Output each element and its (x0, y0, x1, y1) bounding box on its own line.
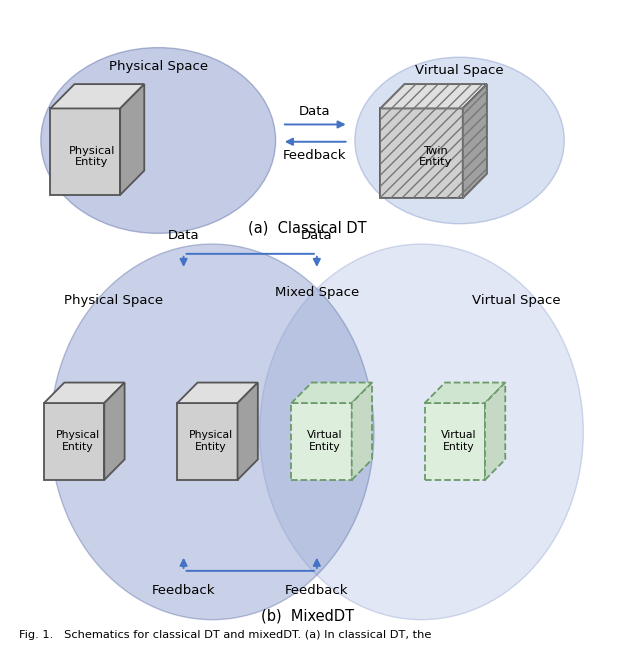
Polygon shape (44, 382, 125, 403)
Polygon shape (380, 84, 487, 109)
Text: Physical Space: Physical Space (109, 60, 208, 74)
Text: Virtual Space: Virtual Space (472, 294, 561, 307)
Ellipse shape (355, 57, 564, 224)
Polygon shape (463, 84, 487, 198)
Polygon shape (352, 382, 372, 480)
Text: Data: Data (299, 105, 331, 118)
Polygon shape (44, 403, 104, 480)
Text: Physical
Entity: Physical Entity (56, 430, 100, 452)
Polygon shape (51, 84, 144, 109)
Text: Virtual Space: Virtual Space (415, 63, 504, 76)
Ellipse shape (260, 244, 583, 620)
Text: Data: Data (168, 229, 200, 242)
Text: Physical
Entity: Physical Entity (68, 146, 115, 167)
Polygon shape (237, 382, 258, 480)
Polygon shape (380, 109, 463, 198)
Polygon shape (51, 109, 120, 195)
Polygon shape (177, 403, 237, 480)
Text: Mixed Space: Mixed Space (275, 286, 359, 298)
Polygon shape (120, 84, 144, 195)
Ellipse shape (51, 244, 374, 620)
Polygon shape (291, 382, 372, 403)
Polygon shape (177, 382, 258, 403)
Polygon shape (291, 403, 352, 480)
Ellipse shape (41, 48, 276, 233)
Text: (b)  MixedDT: (b) MixedDT (260, 609, 354, 624)
Text: Twin
Entity: Twin Entity (419, 146, 452, 167)
Text: Feedback: Feedback (283, 149, 347, 162)
Polygon shape (485, 382, 505, 480)
Text: Fig. 1.   Schematics for classical DT and mixedDT. (a) In classical DT, the: Fig. 1. Schematics for classical DT and … (19, 630, 431, 640)
Text: Physical Space: Physical Space (64, 294, 163, 307)
Polygon shape (104, 382, 125, 480)
Text: Feedback: Feedback (152, 583, 215, 597)
Text: Virtual
Entity: Virtual Entity (440, 430, 476, 452)
Text: Feedback: Feedback (285, 583, 349, 597)
Text: Physical
Entity: Physical Entity (189, 430, 233, 452)
Text: Data: Data (301, 229, 333, 242)
Text: Virtual
Entity: Virtual Entity (307, 430, 343, 452)
Polygon shape (425, 382, 505, 403)
Text: (a)  Classical DT: (a) Classical DT (248, 221, 367, 236)
Polygon shape (425, 403, 485, 480)
